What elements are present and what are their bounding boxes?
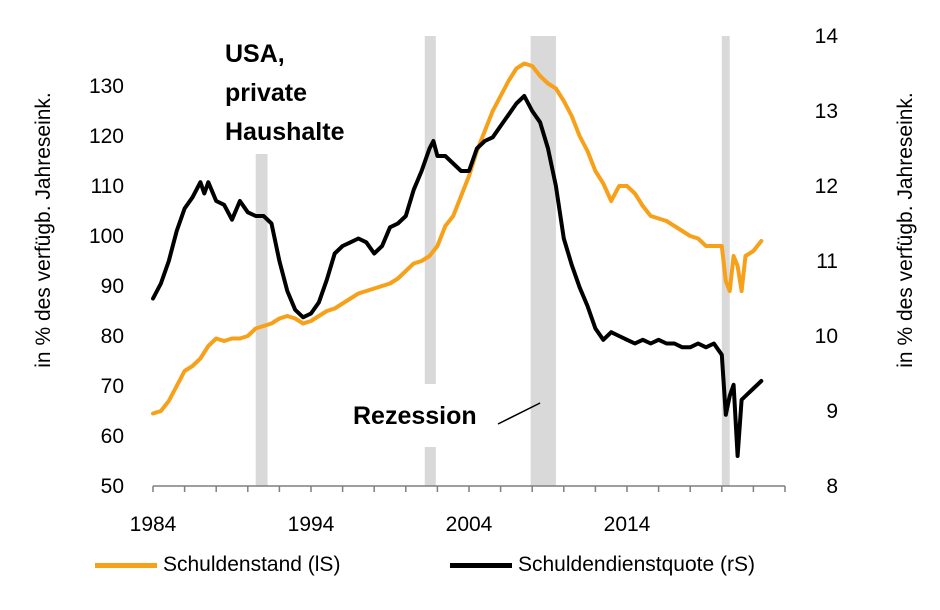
series-lines	[151, 61, 764, 458]
series-debt-level-line	[151, 61, 764, 416]
right-tick-label: 11	[816, 250, 838, 273]
legend-swatch-debt-level	[95, 562, 157, 568]
right-tick-label: 8	[826, 475, 838, 498]
left-tick-label: 50	[101, 475, 124, 498]
legend-item-debt-service: Schuldendienstquote (rS)	[450, 553, 755, 577]
recession-band	[424, 36, 436, 384]
x-tick-label: 1994	[288, 513, 335, 536]
recession-band	[530, 36, 556, 486]
tick-labels: 1984 1994 2004 2014 50 60 70 80 90 100 110 120 130 8 9…	[89, 25, 838, 536]
legend-swatch-debt-service	[450, 562, 512, 568]
right-tick-label: 14	[815, 25, 839, 48]
right-tick-label: 12	[815, 175, 838, 198]
left-tick-label: 120	[89, 125, 124, 148]
series-debt-service-line	[151, 94, 764, 458]
legend-item-debt-level: Schuldenstand (lS)	[95, 553, 340, 577]
right-tick-label: 13	[815, 100, 838, 123]
left-axis-title: in % des verfügb. Jahreseink.	[32, 92, 55, 367]
recession-band	[424, 447, 436, 486]
chart-title: USA, private Haushalte	[225, 40, 345, 146]
axes	[152, 485, 786, 492]
recession-label: Rezession	[353, 402, 477, 430]
chart-title-line-3: Haushalte	[225, 118, 345, 146]
left-tick-label: 110	[91, 175, 124, 198]
left-tick-label: 70	[101, 375, 124, 398]
legend-label-debt-service: Schuldendienstquote (rS)	[518, 553, 755, 576]
chart-title-line-2: private	[225, 79, 307, 107]
left-tick-label: 60	[101, 425, 124, 448]
legend-label-debt-level: Schuldenstand (lS)	[163, 553, 341, 576]
chart-title-line-1: USA,	[225, 40, 285, 68]
left-tick-label: 130	[89, 75, 124, 98]
left-tick-label: 90	[101, 275, 124, 298]
recession-band	[255, 154, 268, 486]
left-tick-label: 100	[89, 225, 124, 248]
left-tick-label: 80	[101, 325, 124, 348]
recession-pointer-line	[497, 402, 541, 425]
x-tick-label: 1984	[130, 513, 177, 536]
recession-annotation: Rezession	[353, 402, 541, 430]
right-tick-label: 10	[815, 325, 838, 348]
recession-band	[721, 36, 730, 486]
x-tick-label: 2014	[604, 513, 651, 536]
x-tick-label: 2004	[446, 513, 493, 536]
right-axis-title: in % des verfügb. Jahreseink.	[894, 92, 917, 367]
right-tick-label: 9	[826, 400, 838, 423]
recession-bands	[255, 36, 730, 486]
